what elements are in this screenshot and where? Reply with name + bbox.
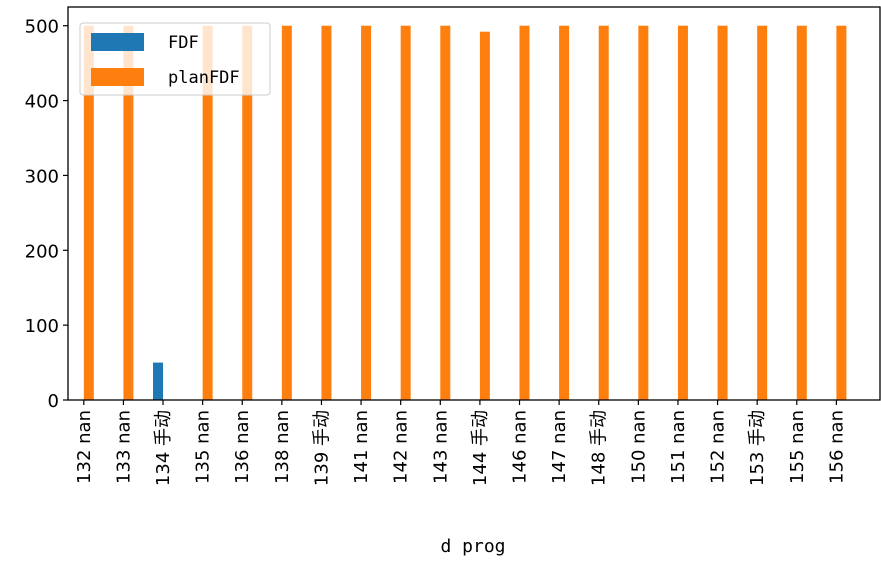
x-tick-label: 134 手动 bbox=[153, 410, 174, 486]
bar-planfdf-147 bbox=[559, 25, 570, 401]
x-tick-label: 156 nan bbox=[826, 410, 847, 484]
bar-planfdf-132 bbox=[83, 25, 94, 401]
bar-planfdf-146 bbox=[519, 25, 530, 401]
x-tick-label: 142 nan bbox=[391, 410, 412, 484]
x-tick-label: 139 手动 bbox=[311, 410, 332, 486]
bar-planfdf-144 bbox=[479, 31, 490, 400]
bars-group bbox=[83, 25, 847, 401]
bar-fdf-134 bbox=[153, 362, 164, 400]
bar-planfdf-142 bbox=[400, 25, 411, 401]
y-tick-label: 100 bbox=[25, 316, 59, 337]
x-tick-label: 153 手动 bbox=[747, 410, 768, 486]
x-tick-label: 143 nan bbox=[430, 410, 451, 484]
x-tick-label: 155 nan bbox=[787, 410, 808, 484]
y-tick-label: 500 bbox=[25, 17, 59, 38]
bar-planfdf-141 bbox=[361, 25, 372, 401]
x-tick-label: 148 手动 bbox=[589, 410, 610, 486]
x-tick-label: 144 手动 bbox=[470, 410, 491, 486]
x-tick-label: 141 nan bbox=[351, 410, 372, 484]
x-tick-label: 132 nan bbox=[74, 410, 95, 484]
x-axis-label: d prog bbox=[440, 536, 505, 557]
bar-planfdf-133 bbox=[123, 25, 134, 401]
plot-frame bbox=[67, 6, 881, 401]
x-tick-label: 146 nan bbox=[510, 410, 531, 484]
bar-planfdf-138 bbox=[281, 25, 292, 401]
x-tick-label: 133 nan bbox=[113, 410, 134, 484]
x-tick-label: 135 nan bbox=[193, 410, 214, 484]
bar-planfdf-156 bbox=[836, 25, 847, 401]
y-tick-label: 400 bbox=[25, 92, 59, 113]
y-tick-label: 300 bbox=[25, 166, 59, 187]
bar-planfdf-136 bbox=[242, 25, 253, 401]
x-tick-label: 151 nan bbox=[668, 410, 689, 484]
y-tick-label: 0 bbox=[48, 391, 59, 412]
bar-planfdf-135 bbox=[202, 25, 213, 401]
x-tick-label: 147 nan bbox=[549, 410, 570, 484]
legend-swatch-fdf bbox=[91, 33, 144, 51]
bar-planfdf-143 bbox=[440, 25, 451, 401]
legend: FDF planFDF bbox=[79, 22, 271, 96]
legend-label-planfdf: planFDF bbox=[168, 68, 240, 88]
legend-label-fdf: FDF bbox=[168, 33, 199, 53]
x-tick-label: 136 nan bbox=[232, 410, 253, 484]
bar-planfdf-152 bbox=[717, 25, 728, 401]
bar-planfdf-155 bbox=[796, 25, 807, 401]
y-axis: 0 100 200 300 400 500 bbox=[25, 17, 68, 412]
bar-planfdf-150 bbox=[638, 25, 649, 401]
bar-planfdf-139 bbox=[321, 25, 332, 401]
x-tick-label: 150 nan bbox=[628, 410, 649, 484]
legend-swatch-planfdf bbox=[91, 68, 144, 86]
bar-planfdf-151 bbox=[677, 25, 688, 401]
x-axis: 132 nan 133 nan 134 手动 135 nan 136 nan 138 na… bbox=[74, 400, 847, 486]
x-tick-label: 152 nan bbox=[708, 410, 729, 484]
bar-planfdf-153 bbox=[757, 25, 768, 401]
x-tick-label: 138 nan bbox=[272, 410, 293, 484]
y-tick-label: 200 bbox=[25, 241, 59, 262]
bar-planfdf-148 bbox=[598, 25, 609, 401]
